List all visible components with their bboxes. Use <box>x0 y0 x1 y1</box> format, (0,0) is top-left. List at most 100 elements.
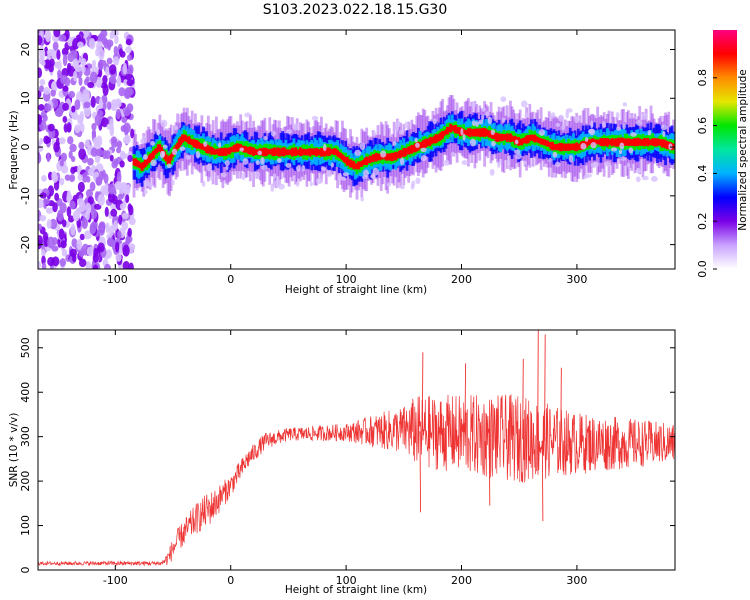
ridge-core <box>554 143 558 151</box>
ridge-core <box>546 140 550 147</box>
ridge-core <box>488 130 491 138</box>
ridge-core <box>156 144 160 152</box>
noise-blob <box>77 174 83 181</box>
noise-blob <box>56 49 61 61</box>
ridge-speckle <box>171 179 175 186</box>
ridge-core <box>236 143 239 152</box>
ridge-core <box>656 138 659 146</box>
ridge-core <box>407 146 411 155</box>
ridge-speckle <box>400 184 405 190</box>
spectrogram-x-axis-label: Height of straight line (km) <box>285 284 427 296</box>
noise-blob <box>39 78 46 86</box>
ridge-core <box>478 128 482 138</box>
ridge-core <box>662 139 666 148</box>
noise-blob <box>87 196 94 205</box>
snr-spike <box>537 330 539 441</box>
ridge-core <box>198 143 202 149</box>
ridge-core <box>578 143 582 150</box>
ridge-core <box>153 149 157 155</box>
ridge-core <box>489 130 493 138</box>
ridge-speckle <box>618 149 623 155</box>
ridge-speckle <box>481 114 485 121</box>
noise-blob <box>93 264 99 269</box>
noise-blob <box>121 116 128 124</box>
noise-blob <box>38 261 41 269</box>
noise-blob <box>38 35 43 46</box>
ridge-core <box>147 155 150 164</box>
ridge-speckle <box>610 147 617 152</box>
ridge-speckle <box>471 120 476 127</box>
ridge-core <box>518 139 522 145</box>
noise-blob <box>118 87 126 97</box>
ridge-core <box>523 137 527 144</box>
noise-blob <box>38 145 44 152</box>
noise-blob <box>121 212 129 220</box>
noise-blob <box>42 114 48 122</box>
ridge-core <box>282 147 286 157</box>
noise-blob <box>82 88 90 101</box>
ridge-core <box>281 147 285 157</box>
ridge-core <box>533 134 537 143</box>
ridge-core <box>192 139 196 148</box>
ridge-core <box>265 148 268 156</box>
ridge-core <box>646 137 650 147</box>
ridge-speckle <box>622 123 626 130</box>
ridge-core <box>659 139 663 146</box>
noise-blob <box>110 208 118 217</box>
noise-blob <box>62 116 68 123</box>
ridge-speckle <box>500 96 507 103</box>
ridge-core <box>651 138 655 146</box>
ridge-speckle <box>224 160 230 166</box>
ridge-core <box>142 161 146 169</box>
ridge-core <box>449 123 453 133</box>
ridge-core <box>328 147 331 156</box>
noise-blob <box>126 54 132 61</box>
x-tick-label: -100 <box>103 273 128 286</box>
ridge-core <box>371 154 375 163</box>
ridge-core <box>410 144 414 154</box>
noise-blob <box>119 152 128 159</box>
ridge-speckle <box>580 142 587 150</box>
ridge-speckle <box>668 143 673 150</box>
ridge-core <box>299 147 302 157</box>
ridge-core <box>455 126 459 134</box>
x-tick-label: 200 <box>451 574 472 587</box>
ridge-core <box>315 147 318 157</box>
ridge-core <box>248 146 252 155</box>
noise-blob <box>60 240 67 249</box>
ridge-core <box>486 130 490 137</box>
noise-blob <box>118 214 123 225</box>
ridge-core <box>145 157 149 165</box>
ridge-core <box>194 139 197 148</box>
noise-blob <box>80 57 87 67</box>
ridge-speckle <box>478 119 484 125</box>
y-tick-label: 20 <box>19 43 32 57</box>
ridge-speckle <box>601 121 606 128</box>
ridge-core <box>436 134 440 142</box>
ridge-core <box>622 138 625 147</box>
ridge-speckle <box>162 144 168 149</box>
ridge-core <box>612 139 616 145</box>
ridge-core <box>502 133 506 141</box>
ridge-core <box>360 160 364 167</box>
ridge-speckle <box>195 150 200 159</box>
ridge-core <box>255 149 259 155</box>
noise-blob <box>44 103 52 112</box>
ridge-core <box>208 146 212 153</box>
ridge-speckle <box>143 189 148 195</box>
ridge-core <box>164 154 168 162</box>
snr-line-path <box>38 394 675 567</box>
noise-blob <box>115 241 120 253</box>
ridge-speckle <box>337 173 343 181</box>
noise-blob <box>71 105 76 113</box>
ridge-core <box>570 144 574 151</box>
ridge-core <box>197 141 201 149</box>
ridge-core <box>471 128 475 137</box>
ridge-speckle <box>330 162 335 168</box>
ridge-core <box>465 129 469 136</box>
noise-blob <box>59 258 67 267</box>
ridge-speckle <box>171 148 178 156</box>
ridge-speckle <box>301 165 306 172</box>
ridge-speckle <box>201 180 206 187</box>
ridge-speckle <box>538 128 546 136</box>
